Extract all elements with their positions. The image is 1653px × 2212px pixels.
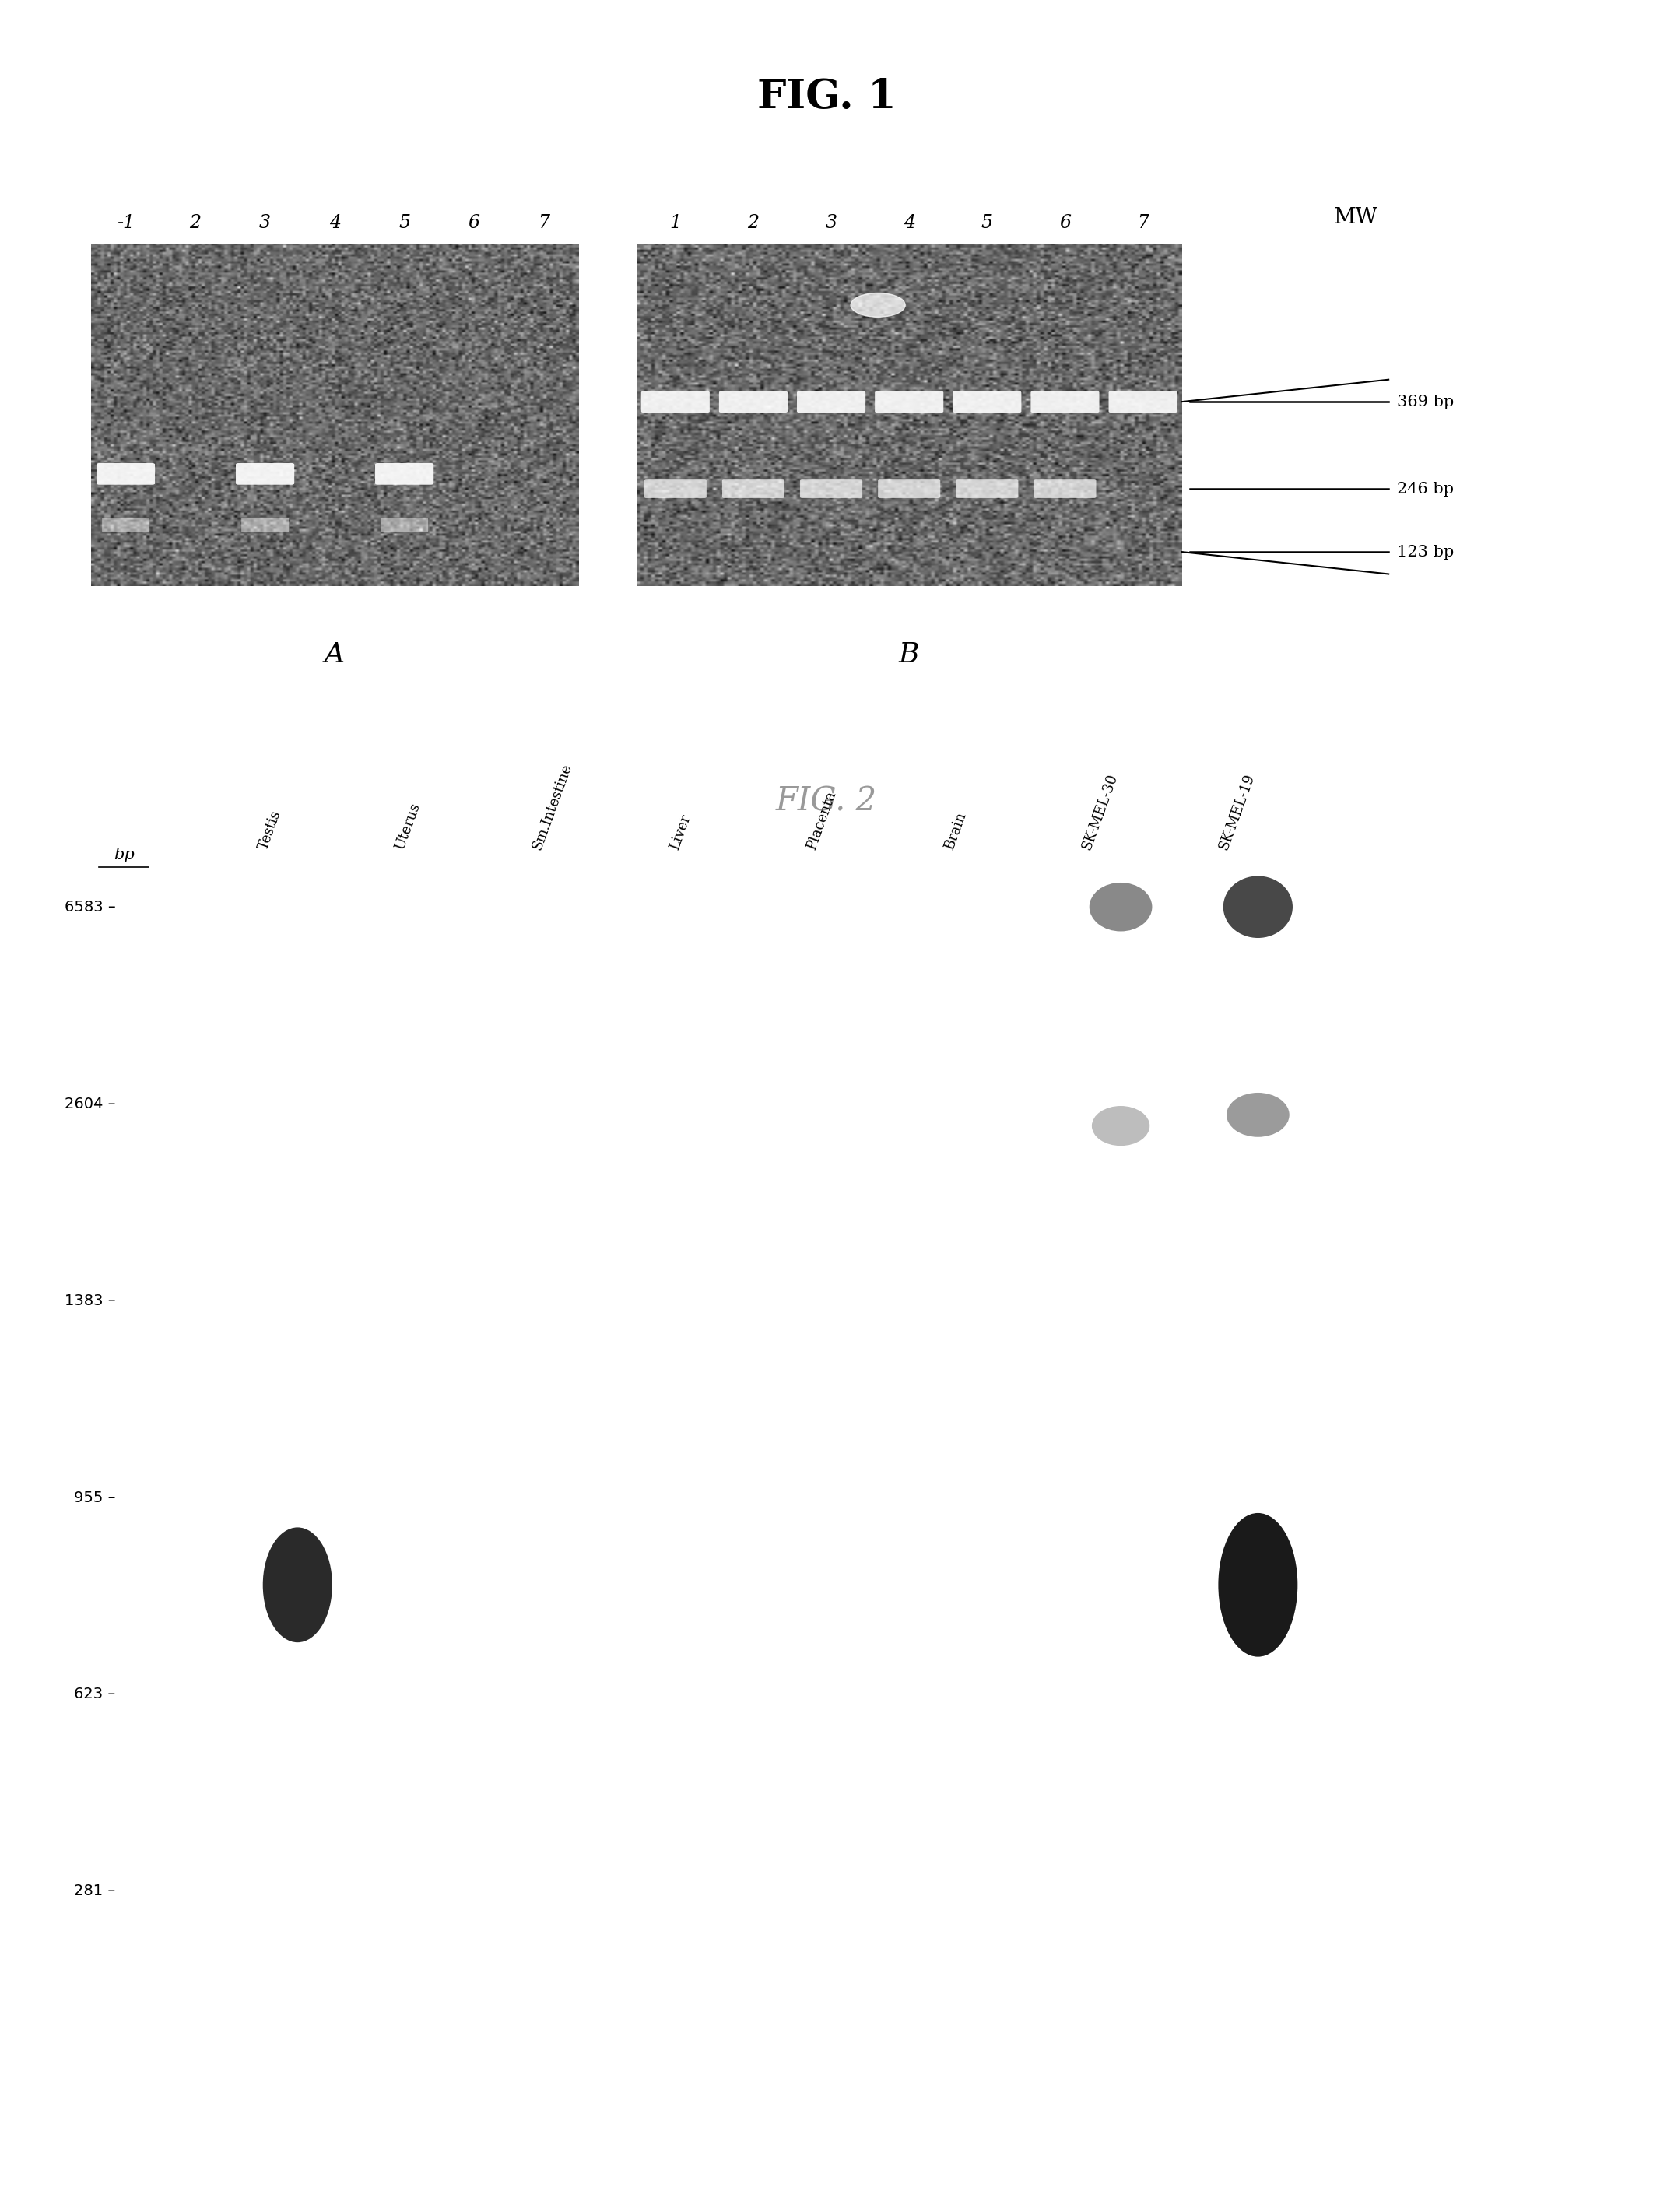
FancyBboxPatch shape: [375, 462, 433, 484]
Text: A: A: [324, 641, 345, 668]
Text: 4: 4: [903, 215, 916, 232]
Text: FIG. 1: FIG. 1: [757, 77, 896, 117]
FancyBboxPatch shape: [96, 462, 155, 484]
Text: MW: MW: [1334, 206, 1377, 228]
FancyBboxPatch shape: [874, 392, 944, 414]
Ellipse shape: [1223, 876, 1293, 938]
Text: 7: 7: [1137, 215, 1149, 232]
FancyBboxPatch shape: [1109, 392, 1177, 414]
Ellipse shape: [1091, 1106, 1150, 1146]
Text: 2: 2: [190, 215, 202, 232]
Text: 5: 5: [398, 215, 410, 232]
FancyBboxPatch shape: [722, 480, 785, 498]
Ellipse shape: [263, 1526, 332, 1641]
FancyBboxPatch shape: [380, 518, 428, 533]
FancyBboxPatch shape: [241, 518, 289, 533]
FancyBboxPatch shape: [641, 392, 709, 414]
FancyBboxPatch shape: [645, 480, 706, 498]
Text: FIG. 2: FIG. 2: [775, 785, 878, 818]
Text: 4: 4: [329, 215, 341, 232]
Text: Uterus: Uterus: [393, 801, 423, 852]
FancyBboxPatch shape: [952, 392, 1022, 414]
Ellipse shape: [1089, 883, 1152, 931]
Text: Testis: Testis: [256, 807, 283, 852]
Text: Brain: Brain: [942, 810, 969, 852]
FancyBboxPatch shape: [878, 480, 941, 498]
FancyBboxPatch shape: [1031, 392, 1099, 414]
FancyBboxPatch shape: [955, 480, 1018, 498]
Text: 7: 7: [537, 215, 549, 232]
Text: 955 –: 955 –: [74, 1491, 116, 1504]
Text: 3: 3: [825, 215, 836, 232]
Text: 1383 –: 1383 –: [64, 1294, 116, 1307]
Text: 5: 5: [982, 215, 993, 232]
Text: B: B: [899, 641, 919, 668]
Text: 2604 –: 2604 –: [64, 1097, 116, 1110]
Text: 3: 3: [260, 215, 271, 232]
Text: 246 bp: 246 bp: [1397, 482, 1453, 495]
Text: Sm.Intestine: Sm.Intestine: [531, 761, 575, 852]
Text: bp: bp: [114, 847, 134, 863]
FancyBboxPatch shape: [102, 518, 149, 533]
Text: SK-MEL-19: SK-MEL-19: [1217, 772, 1258, 852]
FancyBboxPatch shape: [236, 462, 294, 484]
Text: Placenta: Placenta: [805, 790, 840, 852]
Text: 281 –: 281 –: [74, 1885, 116, 1898]
Text: Liver: Liver: [668, 812, 694, 852]
Ellipse shape: [1227, 1093, 1289, 1137]
Text: 6: 6: [468, 215, 479, 232]
FancyBboxPatch shape: [800, 480, 863, 498]
Ellipse shape: [1218, 1513, 1298, 1657]
Text: 369 bp: 369 bp: [1397, 394, 1453, 409]
Text: 2: 2: [747, 215, 759, 232]
FancyBboxPatch shape: [719, 392, 787, 414]
Text: 623 –: 623 –: [74, 1688, 116, 1701]
Text: -1: -1: [117, 215, 134, 232]
FancyBboxPatch shape: [1033, 480, 1096, 498]
Text: 6583 –: 6583 –: [64, 900, 116, 914]
Circle shape: [851, 292, 906, 316]
Text: SK-MEL-30: SK-MEL-30: [1079, 772, 1121, 852]
Text: 1: 1: [669, 215, 681, 232]
Text: 123 bp: 123 bp: [1397, 544, 1453, 560]
Text: 6: 6: [1060, 215, 1071, 232]
FancyBboxPatch shape: [797, 392, 866, 414]
